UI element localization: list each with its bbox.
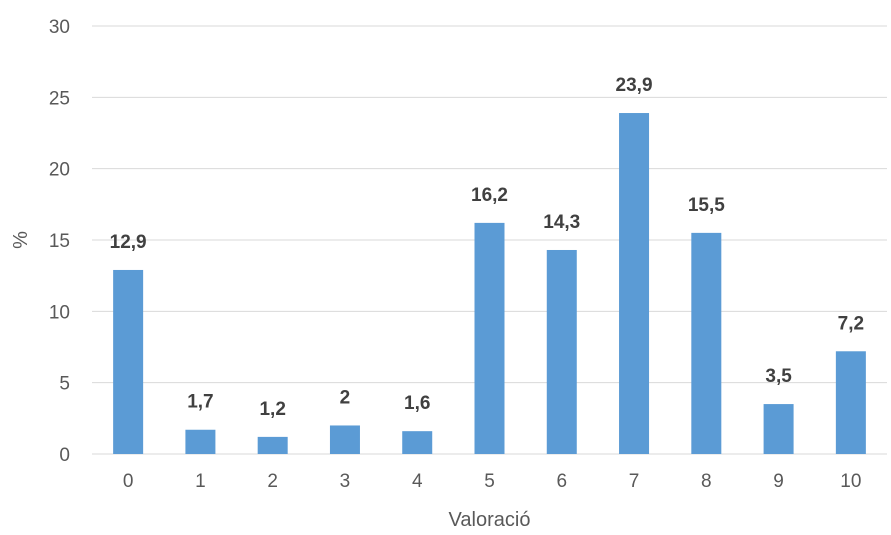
y-tick-label: 5 (59, 374, 70, 395)
bar-9 (763, 404, 794, 454)
x-tick-label: 7 (629, 471, 640, 492)
y-tick-label: 15 (49, 231, 70, 252)
data-label: 1,6 (404, 393, 430, 414)
x-tick-label: 9 (773, 471, 784, 492)
x-tick-label: 6 (556, 471, 567, 492)
data-labels: 12,9 1,7 1,2 2 1,6 16,2 14,3 23,9 15,5 3,5 7,2 (110, 75, 864, 420)
x-tick-label: 8 (701, 471, 712, 492)
bar-10 (835, 351, 866, 454)
bar-2 (257, 436, 288, 454)
data-label: 14,3 (543, 212, 580, 233)
x-tick-label: 2 (267, 471, 278, 492)
bar-0 (113, 269, 144, 454)
bar-4 (402, 431, 433, 454)
y-tick-label: 25 (49, 88, 70, 109)
bar-1 (185, 429, 216, 454)
y-tick-label: 10 (49, 302, 70, 323)
x-tick-label: 0 (123, 471, 134, 492)
x-tick-label: 4 (412, 471, 423, 492)
y-tick-label: 0 (59, 445, 70, 466)
bar-7 (619, 113, 650, 454)
data-label: 2 (340, 387, 351, 408)
x-tick-label: 5 (484, 471, 495, 492)
y-tick-label: 20 (49, 160, 70, 181)
bars (113, 113, 866, 454)
data-label: 3,5 (765, 366, 792, 387)
y-tick-label: 30 (49, 17, 70, 38)
x-tick-label: 1 (195, 471, 206, 492)
y-axis-title: % (10, 231, 32, 249)
data-label: 15,5 (688, 195, 725, 216)
data-label: 1,7 (187, 392, 213, 413)
bar-5 (474, 222, 505, 454)
x-tick-label: 10 (840, 471, 861, 492)
data-label: 16,2 (471, 185, 508, 206)
x-tick-labels: 0 1 2 3 4 5 6 7 8 9 10 (123, 471, 862, 492)
data-label: 12,9 (110, 232, 147, 253)
data-label: 7,2 (838, 313, 864, 334)
y-tick-labels: 0 5 10 15 20 25 30 (49, 17, 70, 466)
data-label: 1,2 (259, 399, 285, 420)
data-label: 23,9 (616, 75, 653, 96)
bar-6 (546, 249, 577, 454)
bar-3 (329, 425, 360, 454)
bar-8 (691, 232, 722, 454)
x-tick-label: 3 (340, 471, 351, 492)
x-axis-title: Valoració (449, 509, 531, 531)
